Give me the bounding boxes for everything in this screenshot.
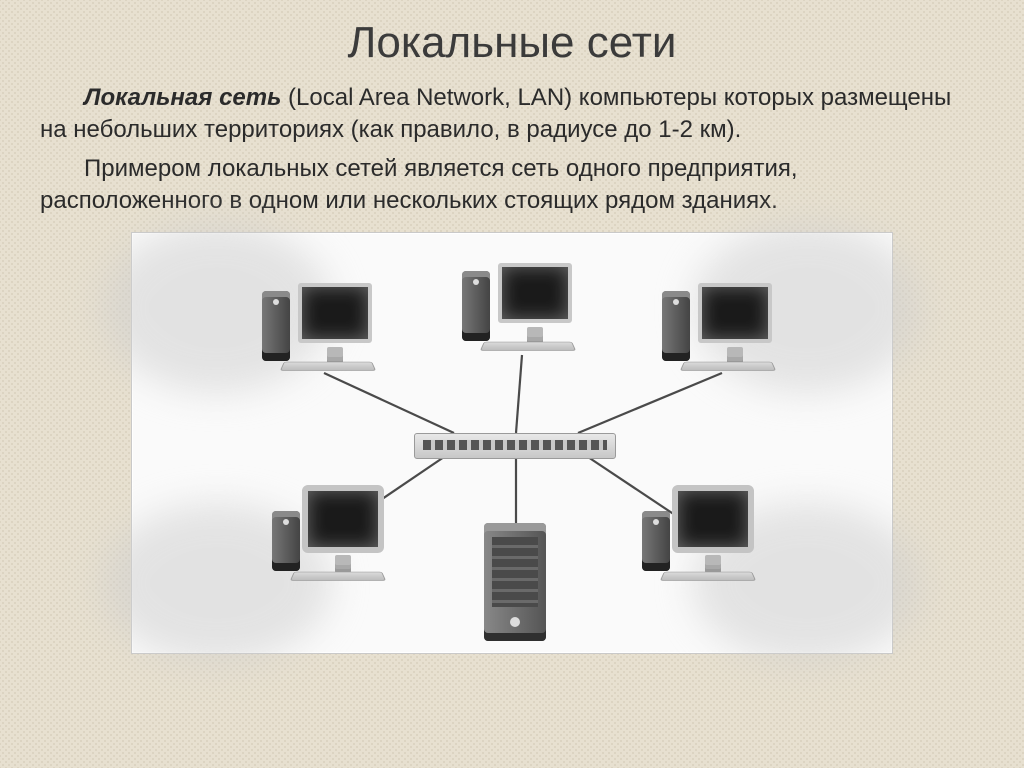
computer-icon: [272, 483, 392, 583]
server-icon: [484, 523, 546, 641]
network-edge: [324, 373, 454, 433]
computer-icon: [662, 273, 782, 373]
paragraph-1: Локальная сеть (Local Area Network, LAN)…: [40, 82, 984, 147]
definition-term: Локальная сеть: [84, 84, 281, 111]
tower-icon: [272, 511, 300, 571]
network-diagram: [131, 232, 893, 654]
monitor-icon: [302, 485, 384, 553]
computer-icon: [262, 273, 382, 373]
tower-icon: [642, 511, 670, 571]
tower-icon: [662, 291, 690, 361]
monitor-icon: [672, 485, 754, 553]
hub-icon: [414, 433, 616, 459]
keyboard-icon: [480, 341, 576, 350]
tower-icon: [462, 271, 490, 341]
tower-icon: [262, 291, 290, 361]
keyboard-icon: [290, 571, 386, 580]
slide-body: Локальная сеть (Local Area Network, LAN)…: [0, 68, 1024, 218]
slide: Локальные сети Локальная сеть (Local Are…: [0, 0, 1024, 768]
keyboard-icon: [280, 361, 376, 370]
computer-icon: [462, 253, 582, 353]
keyboard-icon: [680, 361, 776, 370]
slide-title: Локальные сети: [0, 0, 1024, 68]
monitor-icon: [298, 283, 372, 343]
monitor-icon: [498, 263, 572, 323]
monitor-icon: [698, 283, 772, 343]
network-edge: [578, 373, 722, 433]
computer-icon: [642, 483, 762, 583]
paragraph-2: Примером локальных сетей является сеть о…: [40, 153, 984, 218]
keyboard-icon: [660, 571, 756, 580]
network-edge: [516, 355, 522, 433]
